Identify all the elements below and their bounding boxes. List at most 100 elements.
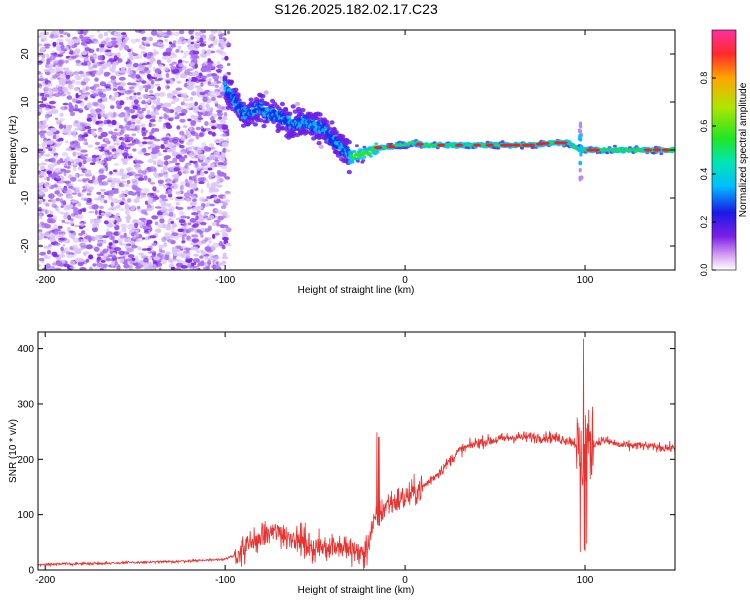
noise-point <box>109 86 115 89</box>
spectrogram-x-axis-label: Height of straight line (km) <box>298 285 415 296</box>
noise-point <box>206 49 212 54</box>
noise-point <box>99 104 105 110</box>
noise-point <box>108 57 115 62</box>
noise-point <box>208 240 212 244</box>
noise-point <box>39 92 45 97</box>
noise-point <box>167 193 173 198</box>
noise-point <box>131 178 136 182</box>
noise-point <box>129 205 137 209</box>
noise-point <box>125 258 133 261</box>
noise-point <box>153 256 161 261</box>
noise-point <box>72 122 79 127</box>
noise-point <box>46 176 50 182</box>
noise-point <box>178 219 186 224</box>
noise-point <box>59 112 64 117</box>
track-point <box>368 154 373 158</box>
noise-point <box>156 59 162 65</box>
noise-point <box>60 205 64 208</box>
noise-point <box>172 177 179 183</box>
noise-point <box>207 259 212 265</box>
noise-point <box>113 177 121 183</box>
noise-point <box>137 205 141 210</box>
noise-point <box>65 129 73 136</box>
spectrogram-marks <box>38 30 675 270</box>
noise-point <box>63 187 68 192</box>
noise-point <box>85 123 91 126</box>
track-point <box>612 144 617 148</box>
track-point <box>362 155 367 159</box>
snr-series-line <box>38 338 675 570</box>
noise-point <box>220 205 227 210</box>
noise-point <box>190 242 198 246</box>
noise-point <box>46 127 53 131</box>
noise-point <box>198 79 206 82</box>
noise-point <box>150 112 154 117</box>
noise-point <box>110 105 115 110</box>
noise-point <box>141 80 147 84</box>
noise-point <box>209 66 216 69</box>
noise-point <box>216 123 223 130</box>
noise-point <box>38 72 43 75</box>
noise-point <box>174 267 182 270</box>
noise-point <box>118 100 125 106</box>
noise-point <box>65 147 72 151</box>
noise-point <box>210 163 214 168</box>
noise-point <box>125 120 133 126</box>
noise-point <box>100 110 105 114</box>
noise-point <box>145 54 152 59</box>
noise-point <box>91 93 99 97</box>
noise-point <box>216 95 223 98</box>
noise-point <box>144 88 149 93</box>
noise-point <box>149 90 154 94</box>
noise-point <box>100 266 104 270</box>
noise-point <box>95 141 100 146</box>
snr-frame <box>37 331 676 571</box>
noise-point <box>120 66 126 72</box>
noise-point <box>127 254 135 259</box>
noise-point <box>128 86 135 90</box>
noise-point <box>200 162 208 167</box>
noise-point <box>155 129 159 132</box>
noise-point <box>201 49 206 54</box>
noise-point <box>38 216 44 220</box>
track-peak <box>415 142 424 146</box>
noise-point <box>45 263 51 269</box>
noise-point <box>66 183 74 186</box>
noise-point <box>200 221 207 226</box>
noise-point <box>194 85 202 89</box>
noise-point <box>60 233 65 236</box>
noise-point <box>84 183 90 190</box>
noise-point <box>75 59 81 64</box>
noise-point <box>204 237 209 242</box>
noise-point <box>215 91 221 95</box>
track-point <box>355 157 360 161</box>
track-point <box>290 104 296 109</box>
noise-point <box>48 68 56 74</box>
noise-point <box>81 39 85 42</box>
noise-point <box>122 152 129 157</box>
noise-point <box>44 113 50 119</box>
noise-point <box>176 259 183 264</box>
noise-point <box>69 260 76 266</box>
noise-point <box>92 179 99 185</box>
noise-point <box>75 100 83 104</box>
noise-point <box>52 215 58 221</box>
noise-point <box>126 109 131 114</box>
noise-point <box>101 181 109 186</box>
noise-point <box>124 238 128 243</box>
noise-point <box>208 36 214 42</box>
track-point <box>360 148 365 152</box>
track-point <box>359 156 364 160</box>
track-point <box>286 115 292 120</box>
track-point <box>367 152 372 156</box>
noise-point <box>197 111 203 116</box>
noise-point <box>202 96 208 103</box>
noise-point <box>58 234 64 238</box>
noise-point <box>133 99 139 105</box>
noise-point <box>110 201 114 207</box>
noise-point <box>192 267 200 270</box>
noise-point <box>125 209 130 215</box>
noise-point <box>190 120 197 125</box>
track-point <box>500 140 505 143</box>
noise-point <box>44 46 50 49</box>
